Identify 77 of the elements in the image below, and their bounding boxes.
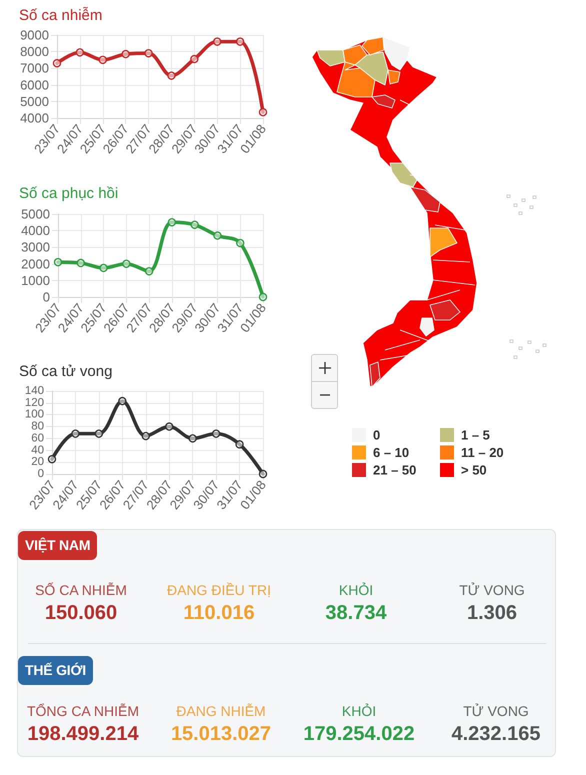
text: TỬ VONG <box>462 702 530 720</box>
text: 4.232.165 <box>450 722 542 746</box>
point <box>54 258 62 266</box>
point <box>94 430 104 438</box>
y-tick-label: 0 <box>38 468 44 480</box>
point <box>213 37 222 46</box>
y-tick-label: 9000 <box>20 28 49 42</box>
text: ĐANG ĐIỀU TRỊ <box>166 581 272 599</box>
point <box>167 72 176 80</box>
category-label: 21 – 50 <box>373 462 416 478</box>
y-tick-label: 7000 <box>20 60 49 76</box>
point <box>258 292 268 302</box>
y-tick-label: 140 <box>24 385 44 397</box>
point <box>144 267 154 276</box>
point <box>258 470 268 478</box>
text: 1.306 <box>466 601 518 625</box>
text: VIỆT NAM <box>18 531 98 560</box>
point <box>236 37 244 46</box>
text: 38.734 <box>324 601 388 625</box>
category-label: > 50 <box>461 462 487 478</box>
text: 150.060 <box>44 601 118 625</box>
y-tick-label: 100 <box>24 408 44 421</box>
chart-title: Số ca tử vong <box>19 363 112 380</box>
point <box>76 48 84 57</box>
y-tick-label: 20 <box>31 456 44 468</box>
text: TỔNG CA NHIỄM <box>26 702 140 720</box>
category-label: 6 – 10 <box>373 445 410 460</box>
y-tick-label: 1000 <box>21 272 50 288</box>
point <box>212 430 220 438</box>
y-tick-label: 8000 <box>20 44 49 60</box>
y-tick-label: 6000 <box>20 77 49 92</box>
y-tick-label: 120 <box>24 396 44 409</box>
point <box>122 50 130 58</box>
point <box>190 54 198 64</box>
point <box>122 260 130 268</box>
text: KHỎI <box>338 581 374 599</box>
text: 110.016 <box>182 601 256 625</box>
text: THẾ GIỚI <box>18 656 93 685</box>
chart-title: Số ca nhiễm <box>19 7 102 24</box>
text: 198.499.214 <box>26 722 140 746</box>
point <box>76 258 85 268</box>
text: 15.013.027 <box>170 722 272 746</box>
y-tick-label: 0 <box>42 290 50 304</box>
point <box>48 455 56 464</box>
chart-title: Số ca phục hồi <box>19 185 118 202</box>
y-tick-label: 4000 <box>20 110 49 126</box>
text: 179.254.022 <box>302 722 416 746</box>
point <box>52 59 62 68</box>
point <box>118 396 126 406</box>
category-label: 0 <box>373 428 380 442</box>
text: TỬ VONG <box>458 581 526 599</box>
y-tick-label: 5000 <box>21 206 50 222</box>
point <box>213 231 222 240</box>
text: KHỎI <box>340 702 378 720</box>
y-tick-label: 60 <box>31 432 44 444</box>
y-tick-label: 40 <box>31 444 44 456</box>
point <box>236 238 244 248</box>
y-tick-label: 5000 <box>20 94 49 109</box>
text: SỐ CA NHIỄM <box>34 581 128 599</box>
point <box>165 422 174 431</box>
y-tick-label: 80 <box>31 420 44 433</box>
point <box>190 220 199 229</box>
point <box>142 432 150 440</box>
text: ĐANG NHIỄM <box>175 702 267 720</box>
point <box>99 264 108 272</box>
point <box>98 56 107 64</box>
y-tick-label: 2000 <box>21 256 50 272</box>
point <box>168 218 176 226</box>
category-label: 1 – 5 <box>461 428 490 442</box>
point <box>235 440 244 449</box>
point <box>71 430 80 438</box>
category-label: 11 – 20 <box>461 445 504 460</box>
point <box>258 108 268 116</box>
y-tick-label: 4000 <box>21 223 50 238</box>
point <box>188 434 197 443</box>
point <box>144 49 153 58</box>
y-tick-label: 3000 <box>21 240 50 255</box>
